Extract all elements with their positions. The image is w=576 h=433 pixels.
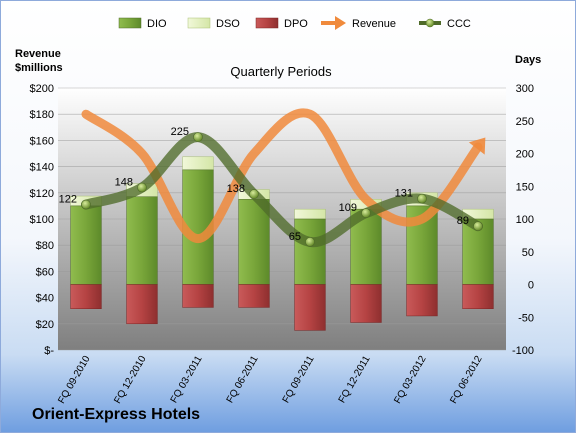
ccc-point	[417, 193, 427, 204]
legend-label-dso: DSO	[216, 18, 240, 30]
left-tick-label: $180	[30, 109, 54, 121]
x-tick-label: FQ 03-2011	[169, 354, 205, 405]
x-tick-label: FQ 06-2012	[448, 354, 484, 406]
legend-label-dio: DIO	[147, 18, 167, 30]
x-axis-ticks: FQ 09-2010 FQ 12-2010 FQ 03-2011 FQ 06-2011…	[56, 354, 484, 406]
ccc-point	[473, 221, 483, 232]
ccc-data-label: 65	[289, 231, 301, 243]
ccc-data-label: 225	[171, 126, 189, 138]
left-tick-label: $200	[30, 83, 54, 95]
left-axis-label-line1: Revenue	[15, 48, 61, 60]
legend-label-revenue: Revenue	[352, 18, 396, 30]
ccc-point	[137, 182, 147, 193]
x-tick-label: FQ 12-2010	[112, 354, 148, 406]
ccc-data-label: 122	[59, 194, 77, 206]
legend-marker-ccc	[419, 18, 441, 28]
right-tick-label: -100	[512, 345, 534, 357]
right-tick-label: 150	[516, 181, 534, 193]
right-tick-label: 300	[516, 83, 534, 95]
legend-swatch-dio	[118, 17, 142, 29]
legend: DIO DSO DPO Revenue CCC	[118, 16, 471, 30]
right-tick-label: -50	[518, 312, 534, 324]
left-tick-label: $40	[36, 293, 54, 305]
dio-bar	[238, 199, 270, 285]
right-tick-label: 0	[528, 280, 534, 292]
legend-swatch-dso	[187, 17, 211, 29]
ccc-data-label: 138	[227, 183, 245, 195]
left-tick-label: $160	[30, 135, 54, 147]
revenue-arrowhead	[468, 137, 486, 155]
dpo-bar	[126, 284, 158, 325]
dso-bar	[294, 208, 326, 220]
ccc-point	[249, 189, 259, 199]
dpo-bar	[70, 284, 102, 309]
left-axis-label-line2: $millions	[15, 62, 63, 74]
left-tick-label: $-	[44, 345, 54, 357]
revenue-line	[81, 108, 483, 244]
legend-label-dpo: DPO	[284, 18, 308, 30]
ccc-point	[193, 132, 203, 142]
left-tick-label: $100	[30, 214, 54, 226]
chart-title: Quarterly Periods	[230, 64, 332, 79]
legend-label-ccc: CCC	[447, 18, 471, 30]
dio-bar	[70, 205, 102, 285]
dso-bar	[182, 156, 214, 171]
series-lines	[81, 108, 486, 248]
x-tick-label: FQ 09-2010	[56, 354, 92, 406]
ccc-point	[361, 208, 371, 218]
right-tick-label: 100	[516, 214, 534, 226]
right-tick-label: 200	[516, 149, 534, 161]
left-axis-ticks: $- $20 $40 $60 $80 $100 $120 $140 $160 $180 $200	[30, 83, 55, 357]
x-tick-label: FQ 09-2011	[281, 354, 317, 405]
bars	[70, 156, 494, 331]
right-tick-label: 50	[522, 247, 534, 259]
x-tick-label: FQ 12-2011	[337, 354, 373, 405]
ccc-data-label: 89	[457, 215, 469, 227]
left-tick-label: $60	[36, 266, 54, 278]
dpo-bar	[294, 284, 326, 331]
x-tick-label: FQ 06-2011	[225, 354, 261, 405]
ccc-data-label: 131	[395, 188, 413, 200]
dpo-bar	[182, 284, 214, 308]
dpo-bar	[462, 284, 494, 309]
dpo-bar	[406, 284, 438, 317]
company-name: Orient-Express Hotels	[32, 406, 201, 423]
x-tick-label: FQ 03-2012	[392, 354, 428, 406]
right-axis-ticks: -100 -50 0 50 100 150 200 250 300	[512, 83, 534, 357]
dpo-bar	[238, 284, 270, 308]
dio-bar	[126, 196, 158, 285]
data-labels: 122 148 225 138 65 109 131 89	[59, 126, 469, 243]
dio-bar	[294, 218, 326, 285]
left-tick-label: $120	[30, 188, 54, 200]
legend-swatch-dpo	[255, 17, 279, 29]
dpo-bar	[350, 284, 382, 323]
left-tick-label: $140	[30, 162, 54, 174]
ccc-point	[81, 199, 91, 210]
ccc-data-label: 109	[339, 202, 357, 214]
ccc-point	[305, 237, 315, 247]
ccc-line	[81, 132, 483, 248]
ccc-data-label: 148	[115, 177, 133, 189]
right-tick-label: 250	[516, 116, 534, 128]
right-axis-label: Days	[515, 54, 541, 66]
legend-arrow-revenue	[321, 16, 346, 30]
left-tick-label: $80	[36, 240, 54, 252]
left-tick-label: $20	[36, 319, 54, 331]
